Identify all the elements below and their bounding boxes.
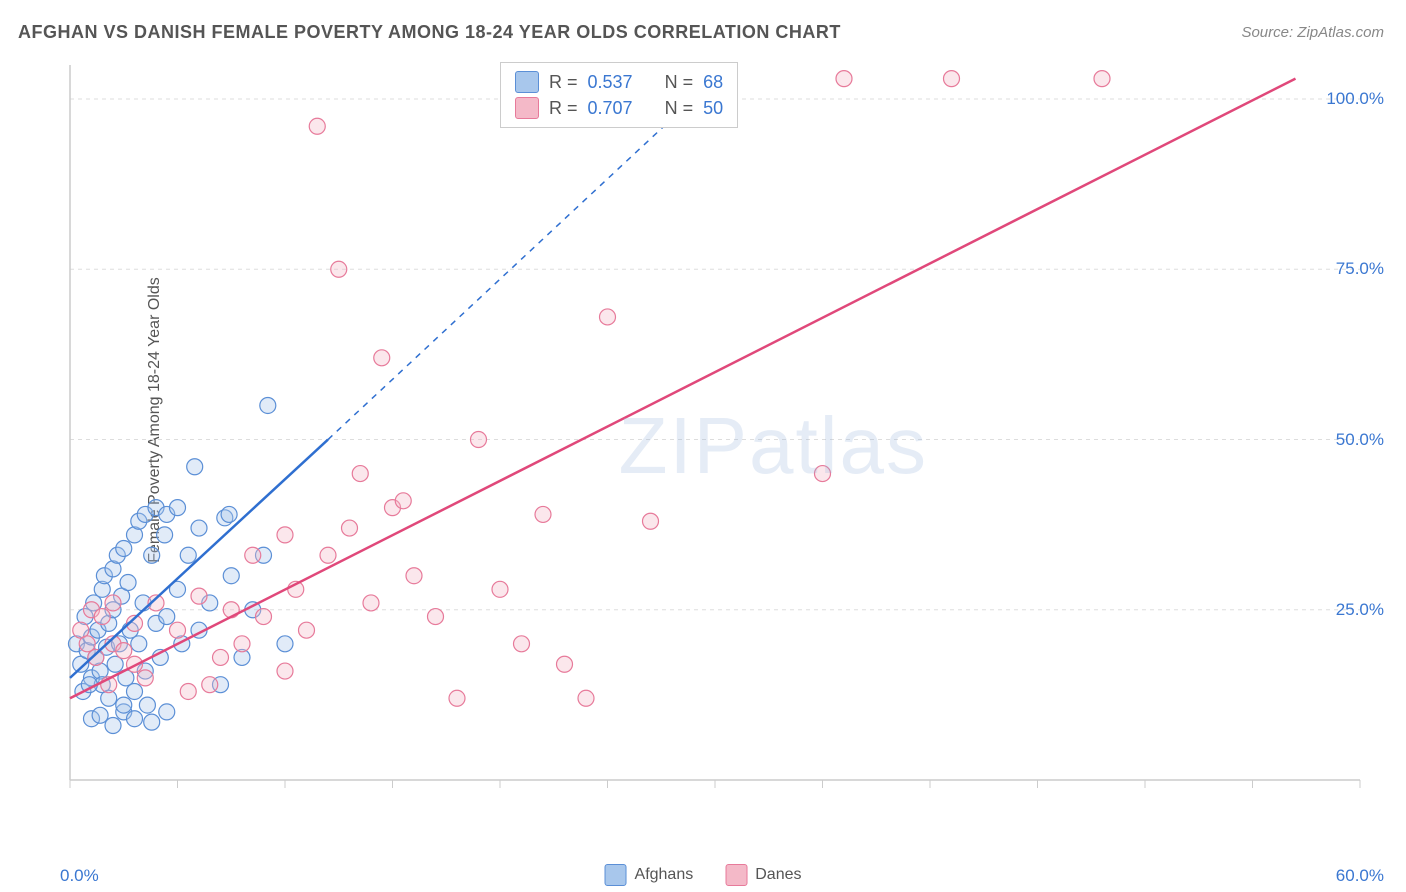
legend-label-danes: Danes — [755, 866, 801, 884]
legend-label-afghans: Afghans — [635, 866, 694, 884]
legend-item-afghans: Afghans — [605, 864, 694, 886]
source-attribution: Source: ZipAtlas.com — [1241, 24, 1384, 41]
legend-item-danes: Danes — [725, 864, 801, 886]
stats-row-danes: R = 0.707 N = 50 — [515, 95, 723, 121]
y-tick-100: 100.0% — [1326, 89, 1384, 109]
r-label: R = — [549, 72, 578, 93]
legend-swatch-danes — [725, 864, 747, 886]
stats-row-afghans: R = 0.537 N = 68 — [515, 69, 723, 95]
y-tick-25: 25.0% — [1336, 600, 1384, 620]
scatter-plot-svg — [60, 60, 1370, 820]
n-label: N = — [665, 98, 694, 119]
correlation-stats-box: R = 0.537 N = 68 R = 0.707 N = 50 — [500, 62, 738, 128]
n-label: N = — [665, 72, 694, 93]
n-value-afghans: 68 — [703, 72, 723, 93]
stats-swatch-afghans — [515, 71, 539, 93]
x-tick-60: 60.0% — [1336, 866, 1384, 886]
series-legend: Afghans Danes — [605, 864, 802, 886]
r-label: R = — [549, 98, 578, 119]
chart-title: AFGHAN VS DANISH FEMALE POVERTY AMONG 18… — [18, 22, 841, 43]
r-value-danes: 0.707 — [588, 98, 633, 119]
y-tick-75: 75.0% — [1336, 259, 1384, 279]
x-tick-0: 0.0% — [60, 866, 99, 886]
n-value-danes: 50 — [703, 98, 723, 119]
r-value-afghans: 0.537 — [588, 72, 633, 93]
legend-swatch-afghans — [605, 864, 627, 886]
y-tick-50: 50.0% — [1336, 430, 1384, 450]
stats-swatch-danes — [515, 97, 539, 119]
